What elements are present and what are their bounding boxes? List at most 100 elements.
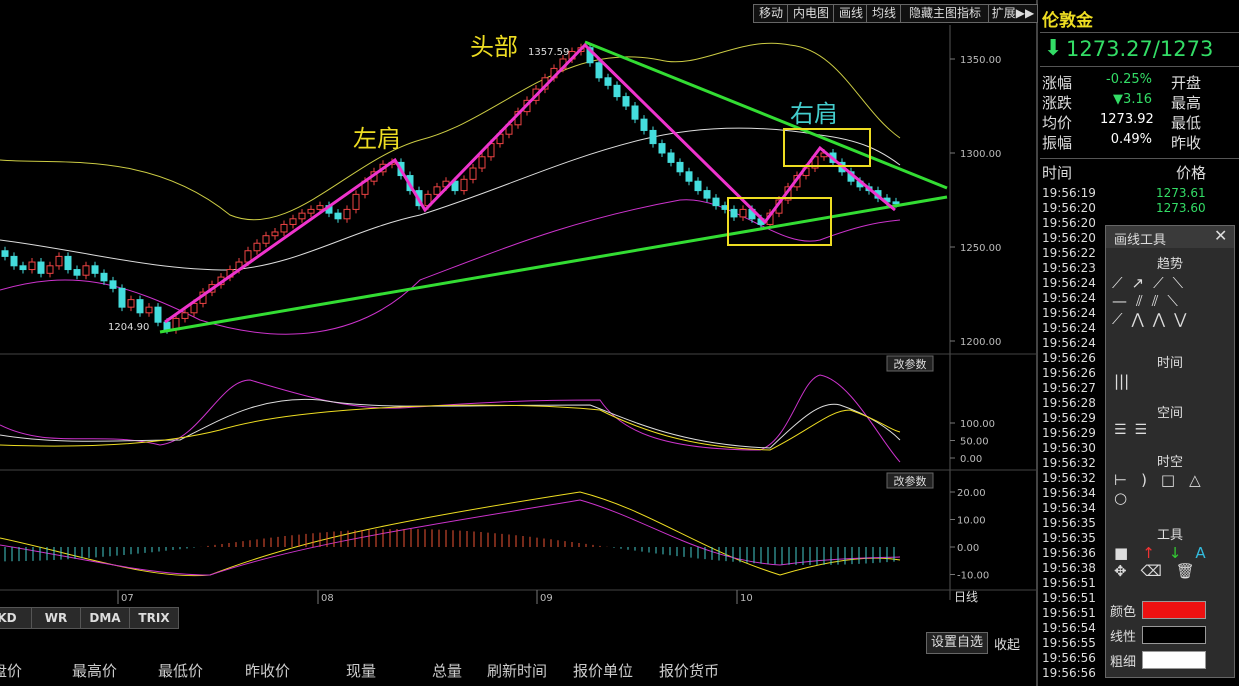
column-header: 刷新时间: [487, 662, 548, 680]
tool-icons[interactable]: ⊢)□△ ○: [1114, 471, 1215, 507]
high-label: 1357.59: [528, 47, 569, 58]
prop-label: 颜色: [1110, 605, 1137, 620]
candle: [100, 272, 108, 282]
toolbar-button[interactable]: 画线: [833, 4, 869, 23]
stat-label: 均价: [1042, 114, 1073, 132]
candle: [64, 255, 72, 271]
param-button[interactable]: [886, 355, 934, 372]
column-header: 总量: [432, 662, 463, 680]
candle: [154, 306, 162, 323]
stat-label: 涨幅: [1042, 74, 1073, 92]
macd-tick-label: 10.00: [957, 516, 986, 527]
param-button-label[interactable]: 改参数: [894, 474, 927, 488]
trend-line: [584, 40, 948, 190]
tick-time: 19:56:55: [1042, 636, 1096, 650]
tab[interactable]: KD: [0, 607, 32, 629]
tool-icons[interactable]: ☰☰: [1114, 422, 1156, 438]
candle: [739, 208, 747, 218]
candle: [271, 231, 279, 237]
tick-time: 19:56:29: [1042, 411, 1096, 425]
line-width[interactable]: [1142, 651, 1206, 669]
stat-label: 最高: [1171, 94, 1202, 112]
tab[interactable]: TRIX: [129, 607, 179, 629]
stat-label: 涨跌: [1042, 94, 1073, 112]
candle: [298, 212, 306, 220]
candle: [694, 180, 702, 192]
stat-value: 1273.92: [1100, 112, 1154, 127]
close-button[interactable]: ✕: [1214, 226, 1228, 245]
toolbar-button[interactable]: 内电图: [787, 4, 835, 23]
tab[interactable]: DMA: [80, 607, 130, 629]
candle: [82, 265, 90, 276]
stat-value: 0.49%: [1110, 132, 1152, 147]
month-label: 08: [321, 593, 334, 604]
candle: [253, 242, 261, 252]
toolbar-button[interactable]: 扩展▶▶: [988, 4, 1038, 23]
column-header: 最低价: [158, 662, 204, 680]
tick-time: 19:56:24: [1042, 276, 1096, 290]
toolbar-button[interactable]: 移动: [753, 4, 789, 23]
color-picker[interactable]: [1142, 601, 1206, 619]
candle: [613, 84, 621, 98]
kd-line: [0, 398, 901, 449]
candle: [37, 261, 45, 274]
candle: [469, 167, 477, 180]
param-button-label[interactable]: 改参数: [894, 357, 927, 371]
divider: [1040, 66, 1239, 67]
tick-time: 19:56:35: [1042, 531, 1096, 545]
candle: [19, 265, 27, 271]
tick-time: 19:56:20: [1042, 201, 1096, 215]
button[interactable]: 收起: [994, 638, 1021, 653]
tick-time: 19:56:22: [1042, 246, 1096, 260]
candle: [334, 212, 342, 220]
tick-time: 19:56:34: [1042, 501, 1096, 515]
month-label: 09: [540, 593, 553, 604]
stat-label: 昨收: [1171, 134, 1202, 152]
stat-label: 振幅: [1042, 134, 1073, 152]
tick-time: 19:56:38: [1042, 561, 1096, 575]
section-title: 趋势: [1156, 257, 1183, 272]
toolbar-button[interactable]: 隐藏主图指标: [900, 4, 990, 23]
candle: [703, 190, 711, 199]
line-style[interactable]: [1142, 626, 1206, 644]
button[interactable]: 设置自选: [926, 632, 988, 654]
toolbar-button[interactable]: 均线: [866, 4, 902, 23]
tool-icons[interactable]: |||: [1114, 372, 1130, 390]
param-button[interactable]: [886, 472, 934, 489]
kd-line: [0, 374, 901, 463]
price-tick-label: 1250.00: [960, 243, 1001, 254]
tick-time: 19:56:54: [1042, 621, 1096, 635]
macd-bars: [4, 529, 895, 565]
tick-time: 19:56:24: [1042, 321, 1096, 335]
tool-icons[interactable]: ⟋↗⟋⟍ —⫽⫽⟍ ⟋⋀⋀⋁: [1112, 274, 1196, 328]
tool-icons[interactable]: ■↑↓A ✥⌫🗑: [1114, 544, 1220, 580]
column-header: 现量: [346, 662, 377, 680]
candle: [289, 218, 297, 225]
candle: [595, 62, 603, 79]
candle: [631, 105, 639, 120]
price-tick-label: 1300.00: [960, 149, 1001, 160]
tick-price: 1273.60: [1156, 201, 1206, 215]
kd-tick-label: 0.00: [960, 454, 982, 465]
tab[interactable]: WR: [31, 607, 81, 629]
divider: [1040, 158, 1239, 159]
tick-time: 19:56:26: [1042, 366, 1096, 380]
stat-label: 最低: [1171, 114, 1202, 132]
band-upper: [0, 42, 901, 221]
tick-time: 19:56:51: [1042, 606, 1096, 620]
candle: [1, 250, 9, 257]
annotation: 头部: [470, 33, 518, 61]
kd-tick-label: 100.00: [960, 419, 995, 430]
candle: [460, 178, 468, 192]
tick-time: 19:56:35: [1042, 516, 1096, 530]
kd-tick-label: 50.00: [960, 437, 989, 448]
tick-time: 19:56:32: [1042, 471, 1096, 485]
period-label: 日线: [954, 590, 978, 604]
divider: [1040, 32, 1239, 33]
macd-line: [0, 499, 901, 576]
column-header: 时间: [1042, 164, 1073, 182]
prop-label: 粗细: [1110, 655, 1137, 670]
candle: [55, 255, 63, 267]
candle: [316, 205, 324, 210]
candle: [145, 306, 153, 314]
